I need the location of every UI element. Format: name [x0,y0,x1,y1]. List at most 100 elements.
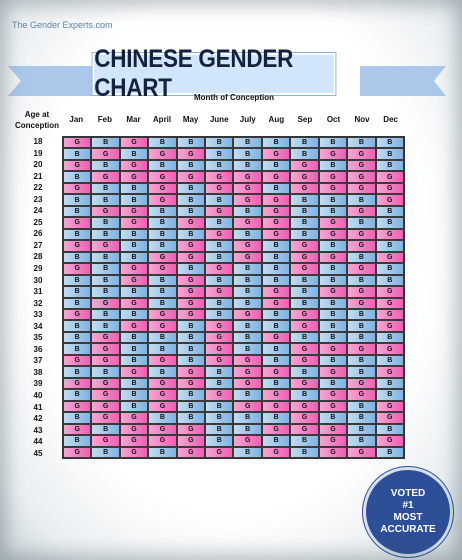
grid-cell: B [347,423,376,436]
grid-cell: B [205,217,234,229]
grid-cell: G [375,366,404,378]
grid-cell: G [375,182,404,195]
grid-cell: B [318,354,348,367]
grid-cell: B [375,137,404,149]
grid-cell: B [347,320,376,332]
grid-cell: B [290,274,319,287]
grid-cell: B [261,274,291,287]
month-header: Mar [126,115,141,124]
grid-cell: B [233,297,262,309]
grid-cell: B [261,343,291,355]
grid-cell: G [347,263,376,275]
grid-cell: B [176,343,206,355]
grid-cell: G [91,400,120,413]
grid-cell: B [63,366,92,378]
grid-cell: B [205,400,234,413]
grid-cell: B [290,366,319,378]
grid-cell: G [205,228,234,241]
grid-cell: B [347,331,376,344]
grid-cell: B [91,320,120,332]
grid-cell: B [176,159,206,172]
grid-cell: G [318,217,348,229]
grid-cell: G [63,217,92,229]
grid-cell: G [119,435,149,447]
grid-cell: G [119,446,149,458]
grid-cell: B [119,194,149,206]
grid-cell: G [205,331,234,344]
grid-cell: B [63,171,92,183]
grid-cell: B [176,205,206,218]
grid-cell: B [91,159,120,172]
grid-cell: G [205,182,234,195]
grid-cell: G [119,171,149,183]
grid-cell: B [347,400,376,413]
grid-cell: G [347,297,376,309]
grid-cell: B [91,228,120,241]
grid-cell: G [261,423,291,436]
grid-cell: G [119,320,149,332]
grid-cell: G [119,297,149,309]
grid-cell: B [233,423,262,436]
grid-cell: B [347,217,376,229]
age-label: 42 [33,414,43,424]
age-label: 43 [33,425,43,435]
title-ribbon-left [8,66,100,96]
grid-cell: B [119,148,149,160]
grid-cell: G [148,377,177,390]
grid-cell: G [318,389,348,401]
grid-cell: B [148,159,177,172]
grid-cell: G [148,308,177,321]
grid-cell: G [261,217,291,229]
grid-cell: B [176,194,206,206]
grid-cell: B [290,228,319,241]
grid-cell: G [318,400,348,413]
age-label: 41 [33,402,43,412]
grid-cell: G [375,228,404,241]
grid-cell: G [176,274,206,287]
grid-cell: G [63,308,92,321]
month-header: July [239,115,256,124]
grid-cell: B [148,297,177,309]
grid-cell: B [63,331,92,344]
grid-cell: G [63,137,92,149]
grid-cell: G [63,182,92,195]
grid-cell: G [261,194,291,206]
grid-cell: G [318,251,348,264]
grid-cell: B [119,354,149,367]
grid-cell: G [205,286,234,298]
grid-cell: G [148,251,177,264]
grid-cell: G [233,182,262,195]
grid-cell: B [91,446,120,458]
grid-cell: B [63,320,92,332]
grid-cell: B [63,251,92,264]
age-label: 44 [33,437,43,447]
grid-cell: B [91,182,120,195]
grid-cell: B [290,194,319,206]
grid-cell: G [318,286,348,298]
grid-cell: G [290,343,319,355]
grid-cell: B [91,251,120,264]
grid-cell: B [375,217,404,229]
grid-cell: G [176,377,206,390]
grid-cell: B [176,320,206,332]
grid-cell: G [318,171,348,183]
grid-cell: B [261,320,291,332]
grid-cell: G [375,320,404,332]
grid-cell: G [148,263,177,275]
grid-cell: B [233,320,262,332]
age-label: 38 [33,367,43,377]
age-column: 18 19 20 21 22 23 24 25 26 27 28 29 30 31 32 33 34 35 36 37… [26,136,50,459]
grid-cell: G [347,171,376,183]
age-label: 34 [33,321,43,331]
grid-cell: G [148,182,177,195]
month-axis-label: Month of Conception [194,93,274,102]
grid-cell: B [233,446,262,458]
grid-cell: G [233,251,262,264]
grid-cell: G [290,423,319,436]
grid-cell: G [375,412,404,424]
grid-cell: B [205,194,234,206]
grid-cell: G [375,435,404,447]
grid-cell: B [63,435,92,447]
grid-cell: G [261,400,291,413]
